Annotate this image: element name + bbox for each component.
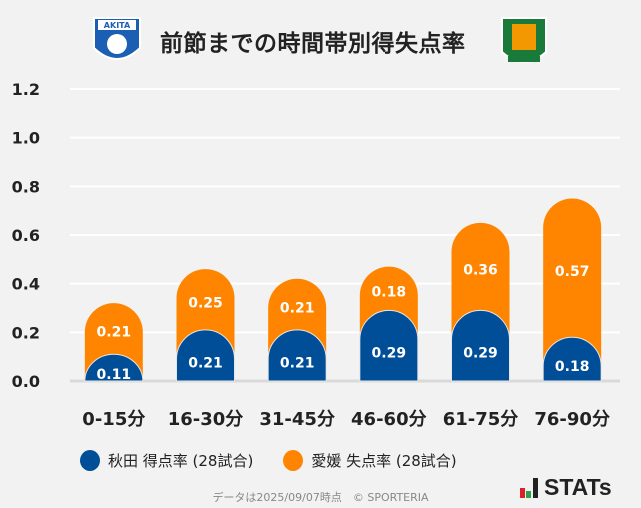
legend-label-ehime: 愛媛 失点率 (28試合) — [311, 452, 457, 470]
data-label-ehime: 0.25 — [188, 295, 223, 311]
legend-item-akita: 秋田 得点率 (28試合) — [80, 450, 253, 471]
legend-item-ehime: 愛媛 失点率 (28試合) — [283, 450, 457, 471]
akita-emblem-icon — [107, 34, 127, 54]
data-label-akita: 0.18 — [555, 359, 590, 375]
y-tick-label: 0.8 — [12, 177, 40, 196]
legend-swatch-akita — [80, 450, 100, 471]
stats-logo: STATs — [520, 474, 612, 500]
data-label-akita: 0.29 — [372, 346, 407, 362]
footer-note: データは2025/09/07時点 © SPORTERIA — [212, 491, 429, 504]
chart-title: 前節までの時間帯別得失点率 — [160, 31, 466, 57]
ehime-emblem-icon — [512, 24, 536, 50]
x-tick-label: 76-90分 — [534, 409, 610, 430]
data-label-ehime: 0.21 — [280, 300, 315, 316]
stats-brand: STATs — [544, 474, 612, 500]
bar-akita — [84, 353, 144, 382]
data-label-akita: 0.21 — [188, 355, 223, 371]
data-label-akita: 0.21 — [280, 355, 315, 371]
y-tick-label: 0.2 — [12, 323, 40, 342]
data-label-ehime: 0.18 — [372, 285, 407, 301]
legend-swatch-ehime — [283, 450, 304, 471]
bar-akita — [451, 310, 510, 382]
x-tick-label: 0-15分 — [82, 409, 145, 430]
x-tick-label: 16-30分 — [168, 409, 244, 430]
data-label-akita: 0.29 — [463, 346, 498, 362]
legend: 秋田 得点率 (28試合) 愛媛 失点率 (28試合) — [80, 450, 487, 471]
x-tick-label: 61-75分 — [443, 409, 519, 430]
y-tick-label: 1.2 — [12, 80, 40, 99]
x-tick-label: 31-45分 — [259, 409, 335, 430]
legend-label-akita: 秋田 得点率 (28試合) — [108, 452, 254, 470]
bar-ehime — [543, 198, 602, 381]
akita-logo-text: AKITA — [104, 21, 131, 30]
bar-akita — [359, 310, 419, 382]
y-tick-label: 0.0 — [12, 372, 40, 391]
akita-band — [98, 20, 136, 30]
y-tick-label: 0.4 — [12, 275, 40, 294]
data-label-ehime: 0.21 — [97, 325, 132, 341]
y-tick-label: 0.6 — [12, 226, 40, 245]
data-label-ehime: 0.57 — [555, 264, 590, 280]
data-label-ehime: 0.36 — [463, 263, 498, 279]
bar-akita — [542, 336, 602, 382]
data-label-akita: 0.11 — [97, 367, 132, 383]
x-tick-label: 46-60分 — [351, 409, 427, 430]
y-tick-label: 1.0 — [12, 129, 40, 148]
bar-akita — [267, 329, 327, 382]
stats-bars-icon — [520, 478, 538, 498]
bar-akita — [176, 329, 235, 382]
ehime-band — [508, 56, 540, 62]
